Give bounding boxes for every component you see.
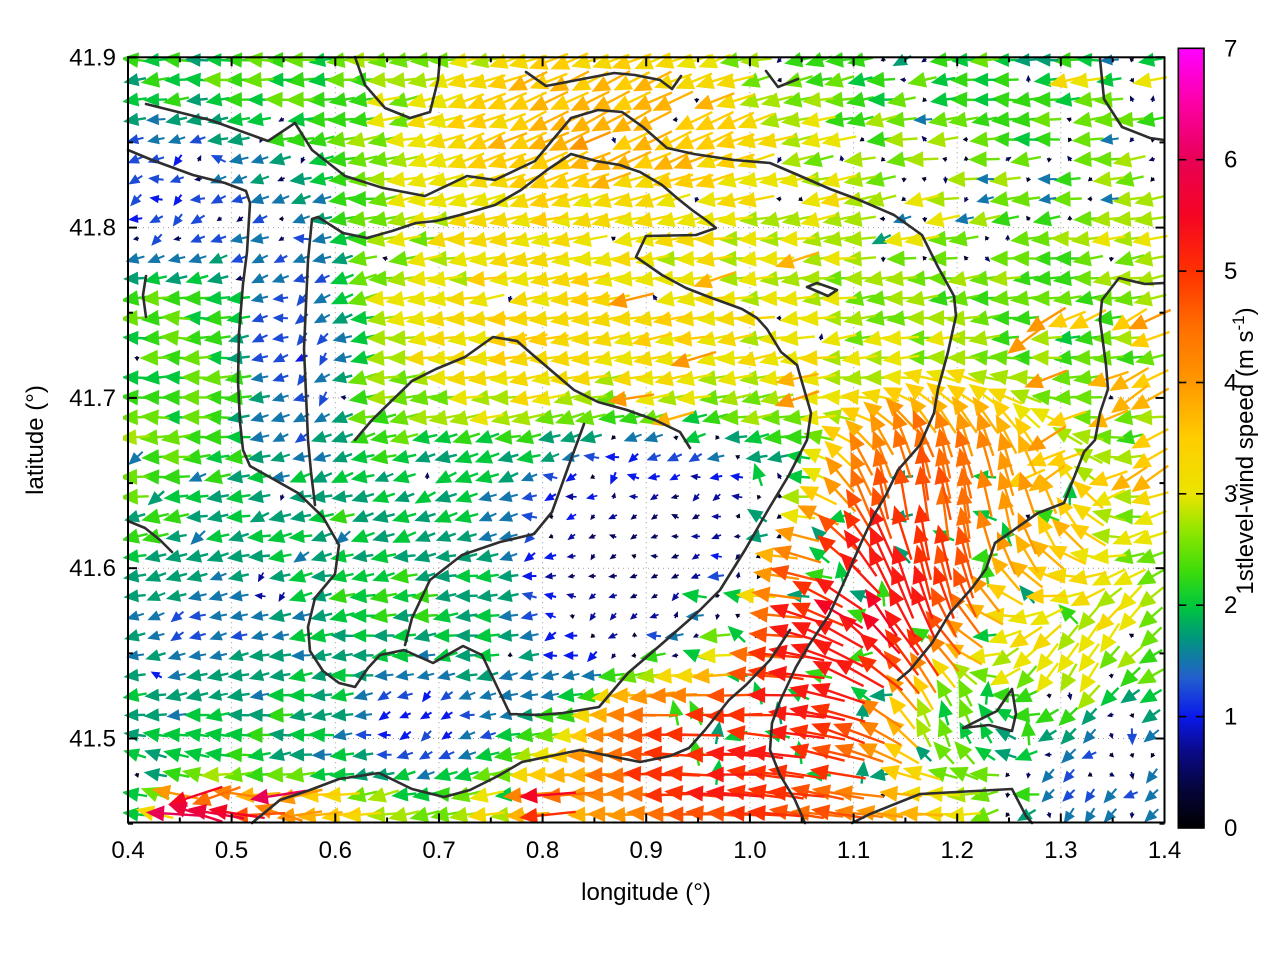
svg-text:1.2: 1.2	[941, 837, 974, 864]
svg-text:4: 4	[1224, 370, 1237, 397]
svg-text:0.6: 0.6	[319, 837, 352, 864]
svg-text:latitude (°): latitude (°)	[22, 385, 49, 495]
svg-text:0.4: 0.4	[111, 837, 144, 864]
svg-text:2: 2	[1224, 592, 1237, 619]
svg-text:1: 1	[1224, 704, 1237, 731]
svg-text:1.4: 1.4	[1148, 837, 1181, 864]
svg-text:1.3: 1.3	[1044, 837, 1077, 864]
svg-text:0: 0	[1224, 815, 1237, 842]
svg-text:1stlevel-wind speed (m s-1): 1stlevel-wind speed (m s-1)	[1229, 307, 1259, 594]
svg-text:6: 6	[1224, 147, 1237, 174]
svg-text:longitude (°): longitude (°)	[581, 879, 711, 906]
svg-text:1.0: 1.0	[733, 837, 766, 864]
svg-text:41.9: 41.9	[69, 44, 116, 71]
svg-text:3: 3	[1224, 481, 1237, 508]
svg-text:0.8: 0.8	[526, 837, 559, 864]
svg-text:0.7: 0.7	[422, 837, 455, 864]
svg-text:1.1: 1.1	[837, 837, 870, 864]
svg-text:41.7: 41.7	[69, 385, 116, 412]
svg-text:41.8: 41.8	[69, 215, 116, 242]
svg-text:5: 5	[1224, 258, 1237, 285]
svg-text:41.6: 41.6	[69, 555, 116, 582]
svg-text:0.5: 0.5	[215, 837, 248, 864]
svg-text:41.5: 41.5	[69, 726, 116, 753]
svg-text:7: 7	[1224, 35, 1237, 62]
svg-text:0.9: 0.9	[630, 837, 663, 864]
